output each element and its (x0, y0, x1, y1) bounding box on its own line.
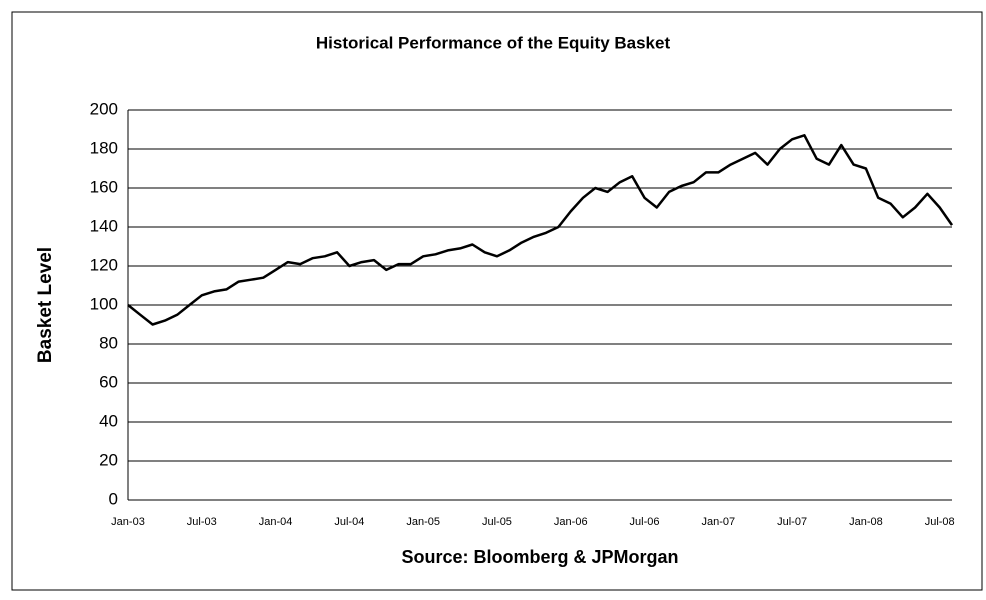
y-tick-label: 40 (99, 411, 118, 430)
y-tick-label: 180 (90, 138, 118, 157)
y-tick-label: 60 (99, 372, 118, 391)
y-tick-label: 80 (99, 333, 118, 352)
x-tick-label: Jan-05 (406, 516, 440, 528)
x-tick-label: Jul-08 (925, 516, 955, 528)
chart-frame (11, 11, 983, 591)
x-tick-label: Jan-08 (849, 516, 883, 528)
x-tick-label: Jul-03 (187, 516, 217, 528)
y-tick-label: 0 (109, 489, 118, 508)
y-tick-label: 100 (90, 294, 118, 313)
y-axis-label: Basket Level (35, 247, 56, 363)
x-tick-label: Jan-03 (111, 516, 145, 528)
y-tick-label: 20 (99, 450, 118, 469)
data-line (127, 134, 954, 326)
x-tick-label: Jan-04 (259, 516, 293, 528)
x-tick-label: Jul-05 (482, 516, 512, 528)
x-tick-label: Jan-07 (702, 516, 736, 528)
x-tick-label: Jul-04 (334, 516, 364, 528)
chart-title: Historical Performance of the Equity Bas… (316, 33, 671, 52)
y-tick-label: 200 (90, 99, 118, 118)
x-tick-label: Jul-06 (630, 516, 660, 528)
y-tick-label: 120 (90, 255, 118, 274)
x-axis-label: Source: Bloomberg & JPMorgan (401, 547, 678, 567)
x-tick-label: Jan-06 (554, 516, 588, 528)
x-tick-label: Jul-07 (777, 516, 807, 528)
y-tick-label: 160 (90, 177, 118, 196)
y-tick-label: 140 (90, 216, 118, 235)
